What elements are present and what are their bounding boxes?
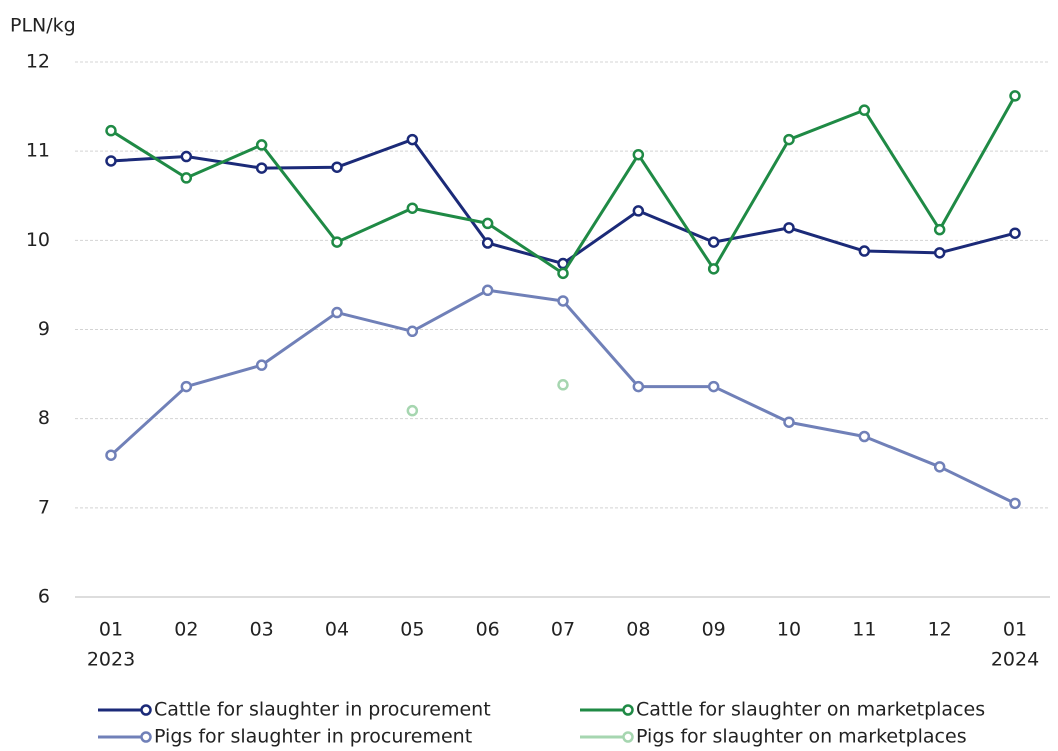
data-point: [1009, 90, 1021, 102]
x-tick-label: 01: [1003, 619, 1027, 641]
data-point: [255, 359, 268, 371]
y-tick-label: 11: [26, 140, 50, 162]
data-point: [255, 139, 268, 151]
x-tick-label: 08: [626, 619, 650, 641]
x-tick-label: 06: [476, 619, 500, 641]
data-point: [632, 148, 645, 161]
data-point: [557, 295, 569, 307]
data-point: [481, 284, 494, 297]
y-tick-label: 10: [26, 229, 50, 251]
legend-label: Cattle for slaughter on marketplaces: [636, 699, 985, 721]
series-line: [110, 95, 1017, 275]
data-point: [1009, 227, 1021, 239]
y-tick-label: 8: [38, 407, 50, 429]
y-tick-label: 12: [26, 51, 50, 73]
data-point: [783, 222, 795, 234]
data-point: [933, 461, 946, 473]
data-point: [858, 245, 871, 257]
data-point: [858, 430, 871, 443]
x-tick-label: 11: [852, 619, 876, 641]
data-point: [481, 217, 494, 230]
data-point: [632, 205, 645, 217]
x-tick-label: 2023: [87, 649, 135, 671]
data-point: [331, 236, 343, 248]
legend-marker: [622, 731, 634, 743]
data-point: [105, 449, 117, 461]
data-point: [707, 236, 720, 248]
legend-label: Cattle for slaughter in procurement: [154, 699, 491, 721]
x-tick-label: 09: [702, 619, 726, 641]
data-point: [933, 223, 946, 236]
x-tick-label: 07: [551, 619, 575, 641]
x-tick-label: 10: [777, 619, 801, 641]
data-point: [1009, 497, 1021, 510]
legend-marker: [622, 704, 634, 716]
data-point: [406, 133, 419, 146]
data-point: [557, 267, 569, 280]
data-point: [557, 379, 569, 391]
data-point: [180, 150, 193, 163]
y-tick-label: 7: [38, 496, 50, 518]
legend-marker: [140, 704, 152, 716]
x-tick-label: 12: [928, 619, 952, 641]
data-point: [406, 404, 419, 417]
x-tick-label: 05: [400, 619, 424, 641]
data-point: [481, 237, 494, 249]
y-tick-label: 6: [38, 586, 50, 608]
x-tick-label: 2024: [991, 649, 1039, 671]
data-point: [105, 155, 117, 167]
data-point: [180, 172, 193, 184]
data-point: [105, 124, 117, 137]
x-tick-label: 02: [174, 619, 198, 641]
data-point: [783, 416, 795, 428]
data-point: [406, 325, 419, 338]
legend-marker: [140, 731, 152, 743]
data-point: [331, 306, 343, 319]
data-point: [933, 247, 946, 259]
data-point: [707, 380, 720, 393]
y-axis-label: PLN/kg: [10, 15, 76, 37]
legend-label: Pigs for slaughter on marketplaces: [636, 726, 967, 748]
data-point: [331, 161, 343, 173]
data-point: [180, 380, 193, 393]
x-tick-label: 03: [250, 619, 274, 641]
data-point: [783, 133, 795, 146]
series-line: [109, 288, 1016, 505]
legend-label: Pigs for slaughter in procurement: [154, 726, 472, 748]
data-point: [858, 104, 871, 116]
x-tick-label: 04: [325, 619, 349, 641]
data-point: [632, 380, 645, 393]
data-point: [707, 263, 720, 275]
data-point: [255, 162, 268, 174]
x-tick-label: 01: [99, 619, 123, 641]
series-line: [110, 138, 1016, 266]
y-tick-label: 9: [38, 318, 50, 340]
data-point: [406, 202, 419, 214]
